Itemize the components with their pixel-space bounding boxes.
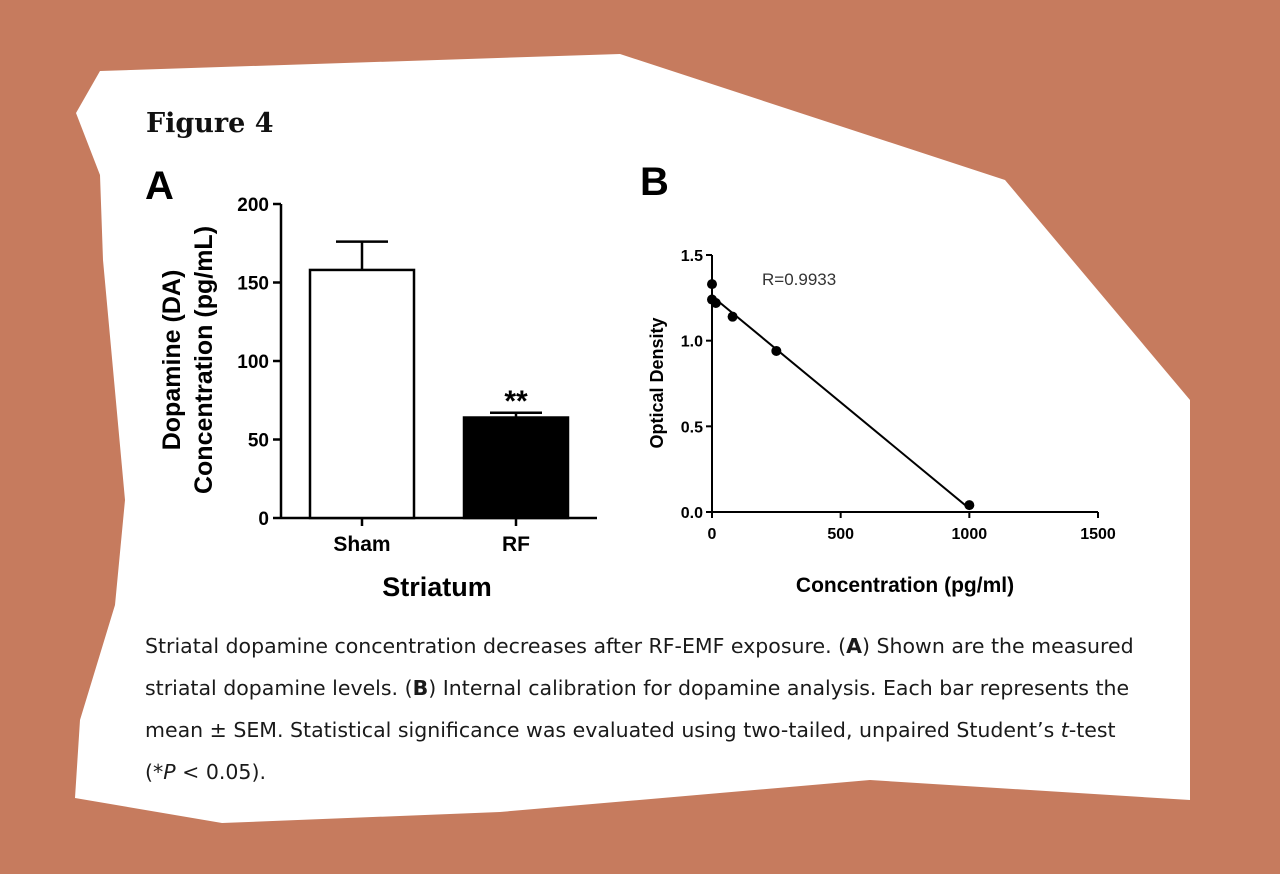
regression-line xyxy=(711,295,970,510)
y-tick-label: 0.5 xyxy=(681,419,703,436)
y-axis-title: Optical Density xyxy=(647,317,667,448)
caption-text-1: Striatal dopamine concentration decrease… xyxy=(145,634,847,658)
caption-p-italic: P xyxy=(163,760,176,784)
paper-sheet xyxy=(75,54,1190,823)
data-point xyxy=(727,311,738,322)
x-axis-title: Concentration (pg/ml) xyxy=(796,574,1014,597)
caption-text-3: ) Internal calibration for dopamine anal… xyxy=(145,676,1130,742)
caption-text-5: < 0.05). xyxy=(175,760,266,784)
y-tick-label: 100 xyxy=(237,352,269,373)
x-tick-label: RF xyxy=(502,533,530,556)
x-tick-label: 1000 xyxy=(952,526,988,543)
data-point xyxy=(964,500,975,511)
panel-label-b: B xyxy=(640,160,669,204)
caption-text-2: ) Shown are the measured striatal dopami… xyxy=(145,634,1134,700)
bar-rf xyxy=(462,416,570,520)
panel-label-a: A xyxy=(145,164,174,208)
figure-title: Figure 4 xyxy=(146,108,274,139)
correlation-annotation: R=0.9933 xyxy=(762,270,836,289)
y-tick-label: 150 xyxy=(237,274,269,295)
x-axis-title: Striatum xyxy=(382,572,492,602)
bar-sham xyxy=(308,268,416,520)
chart-b: B 0.0 0.5 1.0 1.5 0 500 1000 1500 R=0.9933 Concent… xyxy=(640,160,1116,597)
data-point xyxy=(771,345,782,356)
y-tick-label: 200 xyxy=(237,195,269,216)
y-tick-label: 0.0 xyxy=(681,505,703,522)
caption-t-italic: t xyxy=(1060,718,1069,742)
chart-a: A 0 50 100 150 200 Sham RF ** Striatum Dopamine (D… xyxy=(145,164,597,602)
x-tick-label: 500 xyxy=(827,526,854,543)
y-tick-label: 50 xyxy=(248,431,269,452)
y-tick-label: 0 xyxy=(258,509,269,530)
x-tick-label: 1500 xyxy=(1080,526,1116,543)
figure-caption: Striatal dopamine concentration decrease… xyxy=(145,625,1145,793)
caption-panel-b-ref: B xyxy=(412,676,429,700)
x-tick-label: 0 xyxy=(708,526,717,543)
x-tick-label: Sham xyxy=(333,533,390,556)
y-axis-title-line-1: Dopamine (DA) xyxy=(158,270,186,451)
data-point xyxy=(710,297,721,308)
caption-panel-a-ref: A xyxy=(846,634,862,658)
y-axis-title-line-2: Concentration (pg/mL) xyxy=(190,226,218,494)
y-tick-label: 1.5 xyxy=(681,248,703,265)
data-point xyxy=(707,279,717,290)
y-axis-title: Dopamine (DA) Concentration (pg/mL) xyxy=(158,226,218,494)
significance-marker: ** xyxy=(504,385,528,418)
caption-text-4: -test (* xyxy=(145,718,1116,784)
y-tick-label: 1.0 xyxy=(681,334,703,351)
